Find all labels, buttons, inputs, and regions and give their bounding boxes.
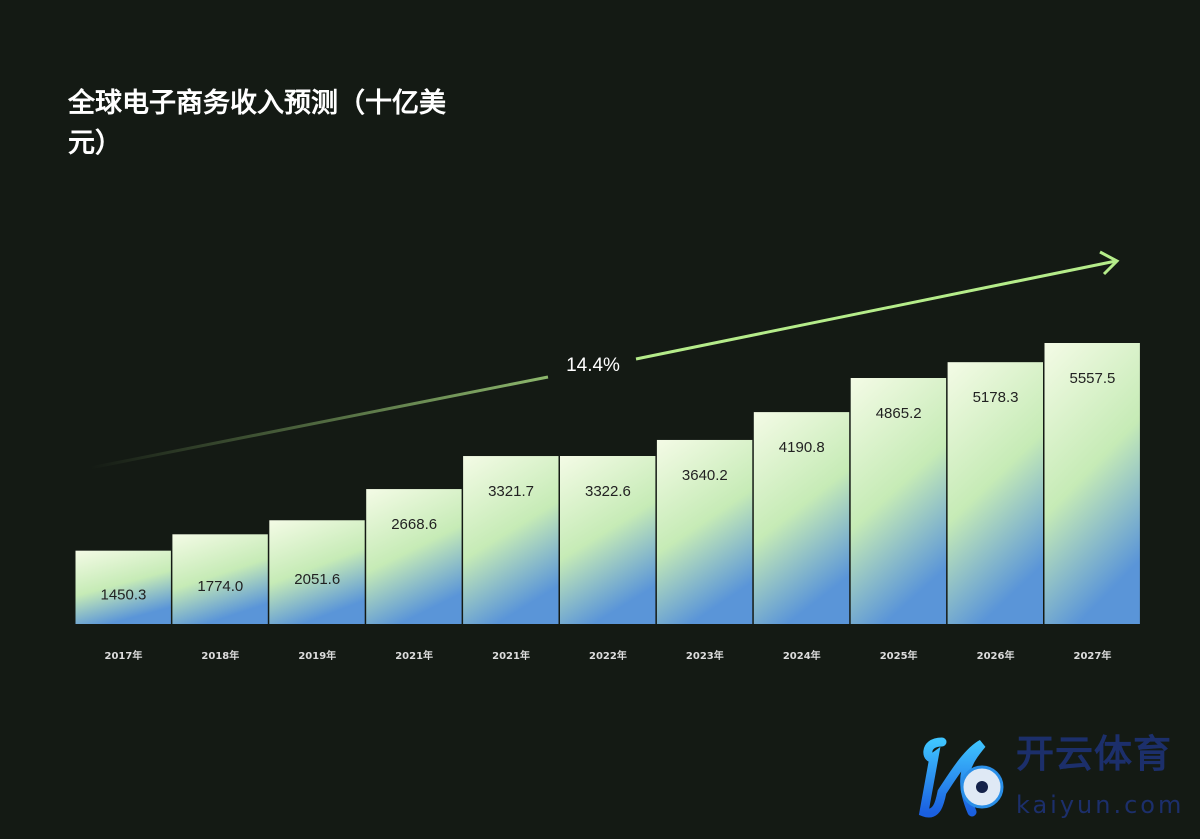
bar-1 (172, 534, 268, 624)
value-label: 2668.6 (391, 516, 437, 533)
x-tick-label: 2019年 (298, 649, 336, 662)
x-tick-label: 2018年 (201, 649, 239, 662)
value-label: 4190.8 (779, 439, 825, 456)
bar-2 (269, 520, 365, 624)
watermark-en: kaiyun.com (1016, 791, 1185, 819)
bar-0 (75, 550, 171, 624)
x-tick-label: 2023年 (686, 649, 724, 662)
bar-10 (1044, 343, 1140, 624)
kaiyun-logo-icon (918, 737, 1004, 818)
value-label: 4865.2 (876, 405, 922, 422)
value-label: 3321.7 (488, 483, 534, 500)
x-tick-label: 2024年 (783, 649, 821, 662)
bar-6 (656, 439, 753, 624)
trend-line-left (89, 375, 549, 470)
value-label: 5557.5 (1070, 370, 1116, 387)
x-tick-label: 2025年 (880, 649, 918, 662)
x-tick-label: 2017年 (105, 649, 143, 662)
watermark-cn: 开云体育 (1016, 732, 1173, 776)
bar-3 (366, 489, 462, 624)
x-tick-label: 2022年 (589, 649, 627, 662)
kaiyun-watermark-logo: 开云体育 kaiyun.com (912, 732, 1192, 832)
growth-rate-label: 14.4% (566, 355, 620, 376)
bar-9 (947, 362, 1043, 624)
bar-5 (560, 456, 656, 624)
bar-4 (463, 456, 559, 624)
bar-8 (850, 378, 947, 624)
value-label: 1774.0 (197, 578, 243, 595)
bar-7 (753, 412, 850, 624)
trend-arrow: 14.4% (89, 250, 1120, 470)
x-tick-label: 2027年 (1074, 649, 1112, 662)
value-label: 3322.6 (585, 483, 631, 500)
arrow-head-icon (1099, 250, 1120, 276)
x-tick-label: 2026年 (977, 649, 1015, 662)
x-tick-label: 2021年 (492, 649, 530, 662)
value-label: 2051.6 (294, 571, 340, 588)
chart-title: 全球电子商务收入预测（十亿美元） (68, 88, 446, 159)
value-label: 3640.2 (682, 467, 728, 484)
x-tick-label: 2021年 (395, 649, 433, 662)
value-label: 1450.3 (101, 586, 147, 603)
value-label: 5178.3 (973, 389, 1019, 406)
trend-line-right (635, 259, 1117, 361)
